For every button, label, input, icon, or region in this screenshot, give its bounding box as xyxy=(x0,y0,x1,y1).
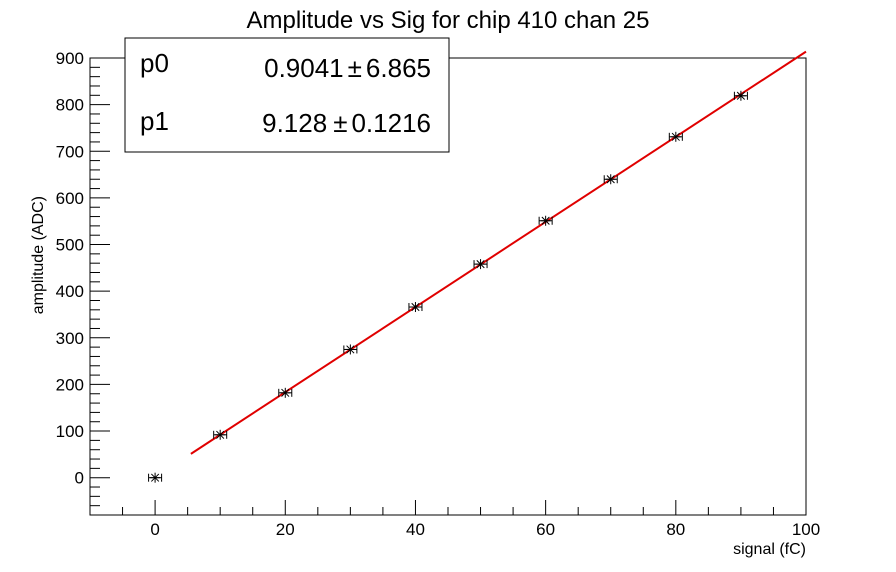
star-marker-stroke xyxy=(541,216,550,225)
data-point xyxy=(213,429,228,440)
y-tick-label: 400 xyxy=(56,282,84,301)
stat-p0-sep: ± xyxy=(348,53,362,83)
stat-p1-sep: ± xyxy=(333,108,347,138)
data-point xyxy=(343,344,358,355)
star-marker-stroke xyxy=(476,260,485,269)
stat-p1-name: p1 xyxy=(140,106,169,136)
star-marker-stroke xyxy=(736,91,746,100)
stat-p0-value: 0.9041 ±6.865 xyxy=(264,53,431,83)
fit-layer xyxy=(190,50,807,455)
fit-line xyxy=(190,50,807,455)
stat-p1-estimate: 9.128 xyxy=(262,108,327,138)
x-tick-label: 20 xyxy=(276,520,295,539)
data-point xyxy=(538,215,553,226)
data-point xyxy=(473,259,488,270)
star-marker-stroke xyxy=(606,175,615,184)
stat-p1-error: 0.1216 xyxy=(351,108,431,138)
star-marker-stroke xyxy=(216,430,225,439)
x-axis-label: signal (fC) xyxy=(733,541,806,558)
data-point xyxy=(603,174,618,185)
star-marker-stroke xyxy=(411,302,420,312)
chart-title: Amplitude vs Sig for chip 410 chan 25 xyxy=(247,7,650,34)
data-point xyxy=(278,387,293,398)
y-tick-label: 600 xyxy=(56,189,84,208)
data-point xyxy=(668,131,683,142)
x-tick-label: 40 xyxy=(406,520,425,539)
points-layer xyxy=(148,90,748,483)
stats-box xyxy=(124,37,450,153)
stat-p0-estimate: 0.9041 xyxy=(264,53,344,83)
y-tick-label: 200 xyxy=(56,375,84,394)
star-marker-stroke xyxy=(346,345,355,354)
axes: 0 20 40 60 80 100 0 100 200 300 400 500 600 700 800 900 xyxy=(56,49,821,539)
stat-p0-error: 6.865 xyxy=(366,53,431,83)
data-point xyxy=(733,90,748,101)
x-tick-label: 100 xyxy=(792,520,820,539)
stat-p1-value: 9.128 ±0.1216 xyxy=(262,108,431,138)
star-marker-stroke xyxy=(281,388,290,397)
y-tick-label: 100 xyxy=(56,422,84,441)
y-tick-label: 700 xyxy=(56,142,84,161)
stat-p0-name: p0 xyxy=(140,48,169,78)
x-tick-label: 80 xyxy=(666,520,685,539)
y-tick-label: 0 xyxy=(75,469,84,488)
y-tick-label: 300 xyxy=(56,329,84,348)
star-marker-stroke xyxy=(671,132,680,141)
y-axis-label: amplitude (ADC) xyxy=(30,196,47,314)
data-point xyxy=(408,302,423,313)
y-tick-label: 900 xyxy=(56,49,84,68)
x-tick-label: 0 xyxy=(150,520,159,539)
y-tick-label: 800 xyxy=(56,96,84,115)
x-tick-label: 60 xyxy=(536,520,555,539)
data-point xyxy=(148,472,163,483)
star-marker-stroke xyxy=(150,473,160,482)
y-tick-label: 500 xyxy=(56,236,84,255)
